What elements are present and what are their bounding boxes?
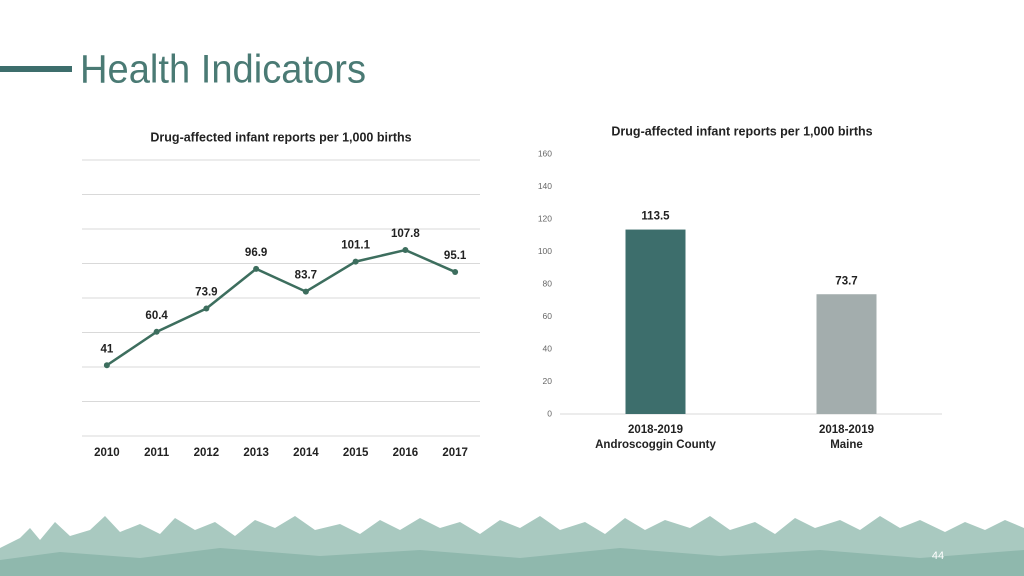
y-tick-label: 20 [543, 376, 553, 386]
page-number: 44 [932, 550, 944, 562]
bar [816, 294, 877, 414]
y-tick-label: 120 [538, 213, 552, 223]
bar [625, 229, 686, 414]
x-tick-label: Androscoggin County [595, 439, 716, 451]
x-tick-label: 2010 [94, 447, 120, 459]
point [153, 328, 160, 335]
slide-title: Health Indicators [80, 48, 366, 92]
y-tick-label: 80 [543, 278, 553, 288]
x-tick-label: 2014 [293, 447, 319, 459]
x-tick-label: 2011 [144, 447, 170, 459]
data-label: 83.7 [295, 270, 317, 282]
data-label: 107.8 [391, 228, 420, 240]
point [302, 288, 309, 295]
x-tick-label: 2017 [442, 447, 468, 459]
x-tick-label: 2013 [243, 447, 269, 459]
y-tick-label: 100 [538, 246, 552, 256]
point [352, 258, 359, 265]
y-tick-label: 40 [543, 343, 553, 353]
tree-silhouette-front [0, 548, 1024, 576]
data-label: 95.1 [444, 250, 467, 262]
x-tick-label: 2012 [194, 447, 220, 459]
y-tick-label: 140 [538, 181, 552, 191]
data-label: 73.9 [195, 287, 217, 299]
data-label: 96.9 [245, 247, 267, 259]
chart-title: Drug-affected infant reports per 1,000 b… [150, 130, 411, 144]
x-tick-label: 2015 [343, 447, 369, 459]
point [452, 268, 459, 275]
data-label: 41 [100, 343, 113, 355]
point [253, 265, 260, 272]
data-label: 73.7 [835, 275, 857, 287]
data-label: 113.5 [641, 211, 670, 223]
line [106, 248, 456, 367]
point [103, 362, 110, 369]
data-label: 60.4 [145, 310, 168, 322]
y-tick-label: 0 [547, 408, 552, 418]
data-label: 101.1 [341, 240, 370, 252]
x-tick-label: 2016 [393, 447, 419, 459]
y-tick-label: 160 [538, 148, 552, 158]
y-tick-label: 60 [543, 311, 553, 321]
point [203, 305, 210, 312]
chart-title: Drug-affected infant reports per 1,000 b… [611, 124, 872, 138]
title-accent [0, 66, 72, 72]
x-tick-label: 2018-2019 [628, 424, 683, 436]
x-tick-label: Maine [830, 439, 863, 451]
point [402, 247, 409, 254]
x-tick-label: 2018-2019 [819, 424, 874, 436]
